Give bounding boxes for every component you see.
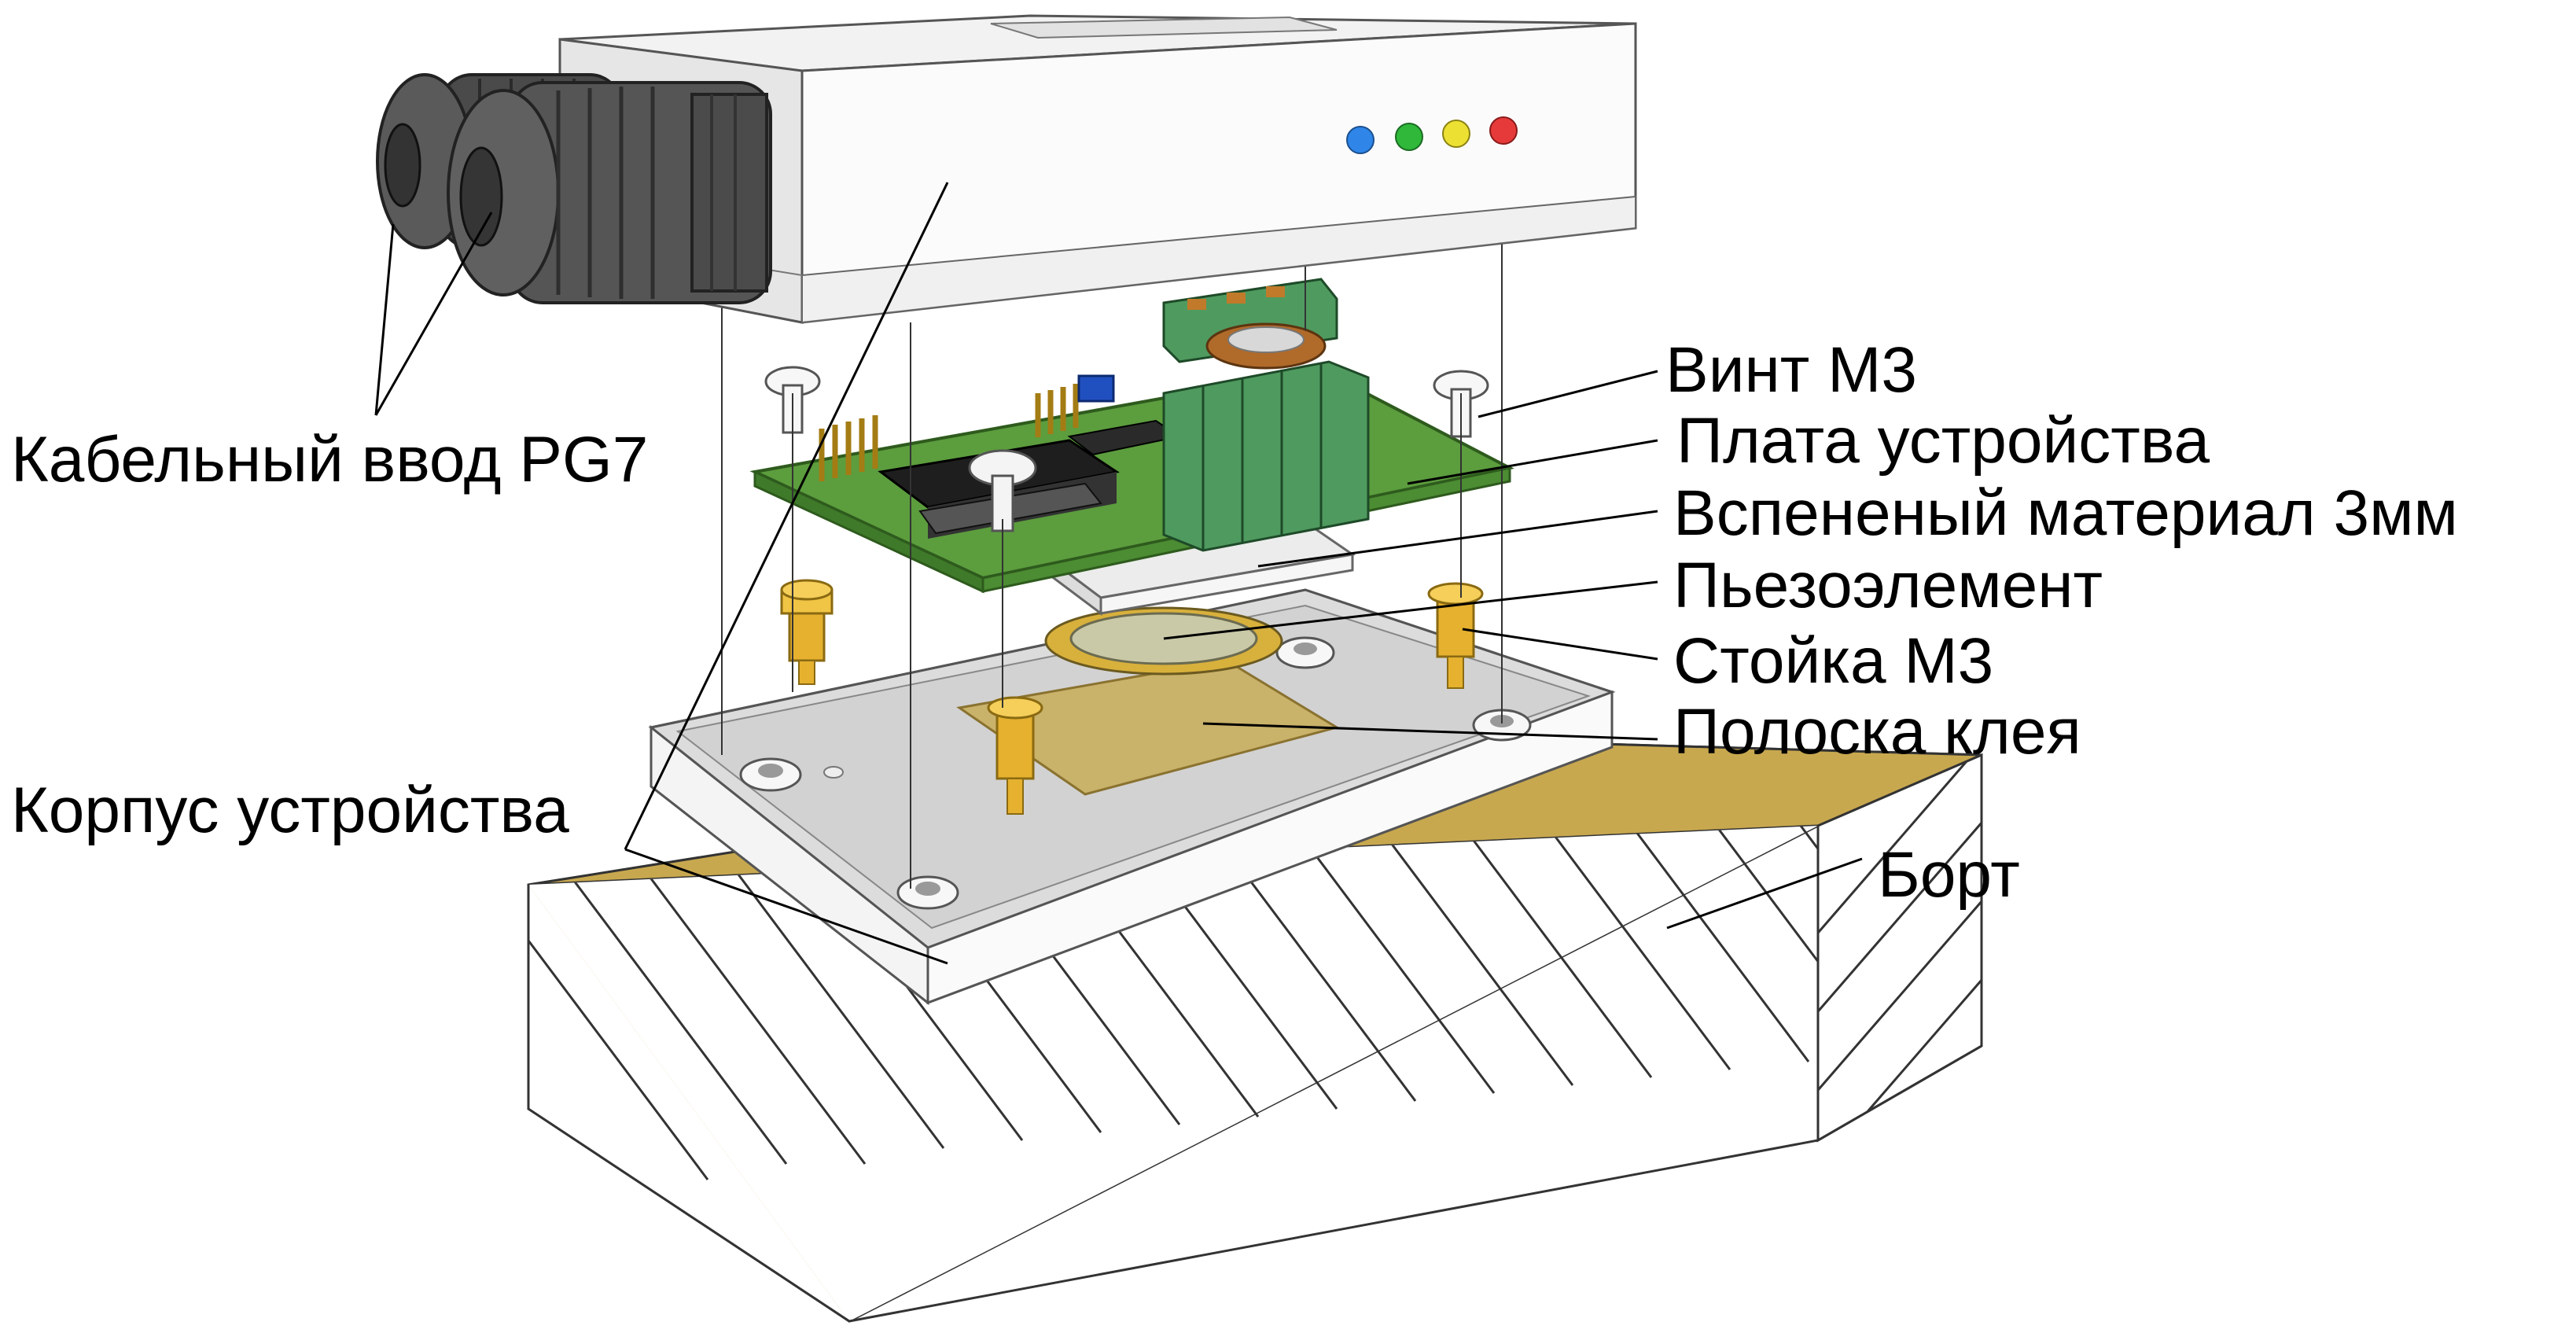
label-cable-gland: Кабельный ввод PG7 [11,424,648,495]
cable-gland-front [447,81,772,304]
standoff-front [987,696,1043,815]
led-green [1395,123,1423,151]
label-housing: Корпус устройства [11,775,569,846]
piezo-element [1044,606,1283,676]
label-rim: Борт [1878,839,2020,911]
pin-header-left [819,415,878,481]
leader-screw [1478,370,1658,418]
led-yellow [1442,120,1470,148]
terminal-block-front [1162,360,1370,552]
leader-housing-base [624,848,948,965]
leader-rim [1666,857,1863,930]
label-standoff: Стойка M3 [1673,625,1993,697]
leader-housing-lid [624,182,949,850]
leader-foam [1257,510,1658,568]
housing-boss-3 [1275,636,1335,669]
led-red [1489,116,1518,145]
assembly-guide-lines [721,244,1503,889]
inductor [1205,322,1327,370]
label-screw: Винт M3 [1665,334,1917,406]
housing-side-wall [926,690,1614,1005]
standoff-left [780,579,834,685]
label-piezo: Пьезоэлемент [1673,550,2103,621]
pcb-center-screw [968,449,1037,532]
rim-front-face [528,826,1818,1321]
housing-boss-1 [739,757,802,792]
leader-piezo [1163,580,1658,640]
label-board: Плата устройства [1676,405,2210,477]
leader-cable-gland-2 [374,212,493,416]
label-foam: Вспененый материал 3мм [1673,477,2458,549]
device-pcb [749,278,1514,594]
blue-trimmer [1077,374,1115,403]
leader-lines [374,182,1863,965]
screw-right [1433,370,1489,438]
pin-header-right [1035,384,1079,437]
led-blue [1346,126,1374,154]
label-glue-strip: Полоска клея [1673,696,2081,768]
housing-boss-2 [896,875,959,910]
leader-cable-gland-1 [374,223,395,416]
leader-standoff [1462,628,1658,661]
leader-glue [1202,722,1658,741]
leader-board [1407,439,1658,485]
standoff-right [1427,582,1484,689]
